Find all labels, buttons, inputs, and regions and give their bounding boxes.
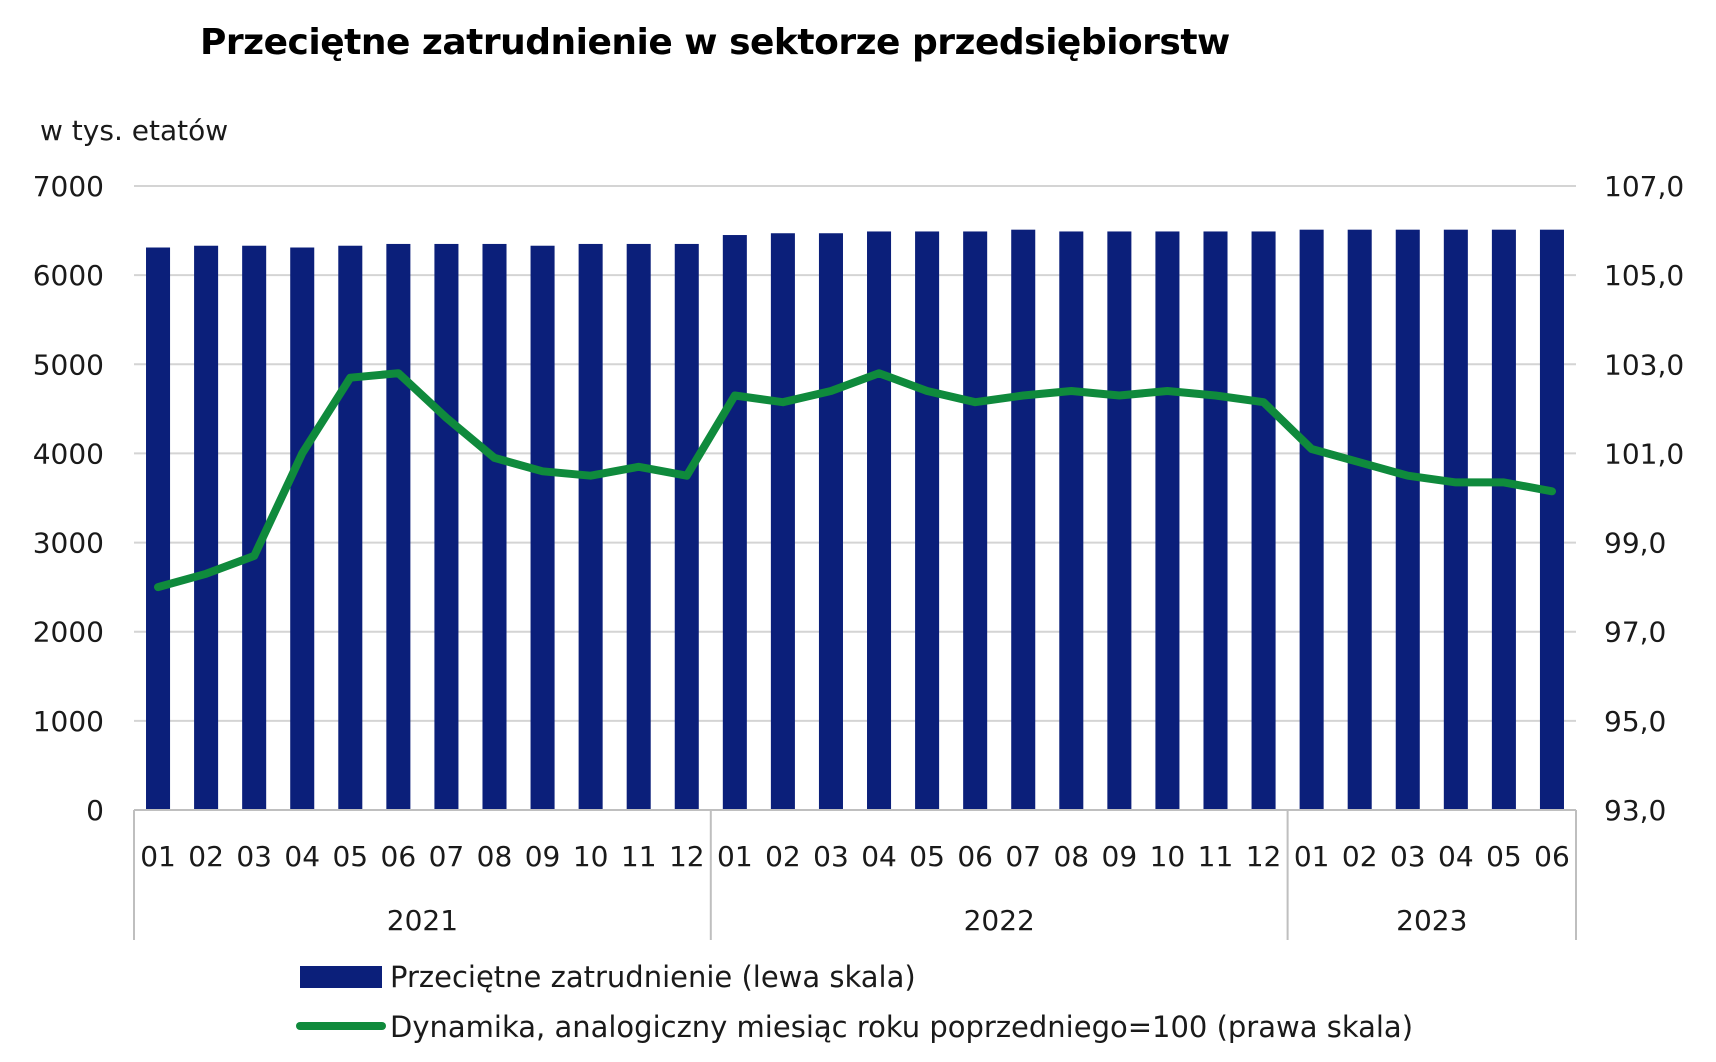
- month-tick-label: 04: [861, 840, 897, 873]
- bar: [146, 247, 171, 811]
- month-tick-label: 11: [621, 840, 657, 873]
- bar: [1299, 229, 1324, 810]
- right-axis-tick-label: 107,0: [1604, 170, 1684, 203]
- month-tick-label: 12: [1246, 840, 1282, 873]
- month-tick-label: 08: [1053, 840, 1089, 873]
- bar: [626, 243, 651, 810]
- left-axis-tick-label: 6000: [33, 259, 104, 292]
- month-tick-label: 05: [332, 840, 368, 873]
- bar: [338, 245, 363, 810]
- bar: [1395, 229, 1420, 810]
- gridlines: [134, 185, 1576, 722]
- month-tick-label: 10: [573, 840, 609, 873]
- bar: [434, 243, 459, 810]
- month-tick-label: 07: [1005, 840, 1041, 873]
- month-tick-label: 11: [1198, 840, 1234, 873]
- right-axis-tick-label: 93,0: [1604, 794, 1666, 827]
- bar: [194, 245, 219, 810]
- bar: [1251, 231, 1276, 810]
- legend: Przeciętne zatrudnienie (lewa skala) Dyn…: [296, 960, 1413, 1044]
- legend-line-label: Dynamika, analogiczny miesiąc roku poprz…: [390, 1010, 1413, 1044]
- bar: [1539, 229, 1564, 810]
- bar: [578, 243, 603, 810]
- bar: [482, 243, 507, 810]
- right-axis-tick-label: 97,0: [1604, 616, 1666, 649]
- left-axis-unit-label: w tys. etatów: [40, 114, 228, 147]
- bar: [1107, 231, 1132, 810]
- bar: [818, 233, 843, 810]
- line-series: [154, 369, 1556, 592]
- bar: [386, 243, 411, 810]
- right-axis-tick-label: 101,0: [1604, 437, 1684, 470]
- month-tick-label: 05: [909, 840, 945, 873]
- bar: [1155, 231, 1180, 810]
- bar: [290, 247, 315, 811]
- bar: [722, 235, 747, 810]
- legend-bar-label: Przeciętne zatrudnienie (lewa skala): [390, 960, 916, 994]
- right-axis-tick-label: 105,0: [1604, 259, 1684, 292]
- left-axis-tick-label: 0: [86, 794, 104, 827]
- legend-bar-swatch: [300, 966, 382, 988]
- bars: [146, 229, 1564, 811]
- bar: [770, 233, 795, 810]
- bar: [1203, 231, 1228, 810]
- left-axis-tick-label: 2000: [33, 616, 104, 649]
- month-tick-label: 10: [1150, 840, 1186, 873]
- bar: [1059, 231, 1084, 810]
- month-tick-label: 09: [525, 840, 561, 873]
- chart-title: Przeciętne zatrudnienie w sektorze przed…: [200, 22, 1230, 63]
- bar: [1443, 229, 1468, 810]
- bar: [242, 245, 267, 810]
- left-axis-tick-label: 1000: [33, 705, 104, 738]
- month-tick-label: 03: [236, 840, 272, 873]
- month-tick-label: 12: [669, 840, 705, 873]
- left-axis-tick-label: 5000: [33, 348, 104, 381]
- month-tick-label: 06: [1534, 840, 1570, 873]
- month-tick-label: 04: [284, 840, 320, 873]
- month-tick-label: 09: [1102, 840, 1138, 873]
- left-axis-tick-label: 7000: [33, 170, 104, 203]
- month-tick-label: 01: [717, 840, 753, 873]
- year-label: 2021: [387, 904, 458, 937]
- bar: [1011, 229, 1036, 810]
- bar: [674, 243, 699, 810]
- month-tick-label: 01: [1294, 840, 1330, 873]
- month-tick-label: 02: [1342, 840, 1378, 873]
- bar: [530, 245, 555, 810]
- axes: 0 93,0 1000 95,0 2000 97,0 3000 99,0 4000 101,0 50…: [33, 170, 1684, 940]
- right-axis-tick-label: 95,0: [1604, 705, 1666, 738]
- right-axis-tick-label: 99,0: [1604, 527, 1666, 560]
- bar: [1491, 229, 1516, 810]
- month-tick-label: 01: [140, 840, 176, 873]
- month-tick-label: 02: [188, 840, 224, 873]
- bar: [867, 231, 892, 810]
- month-tick-label: 08: [477, 840, 513, 873]
- bar: [963, 231, 988, 810]
- month-tick-label: 06: [957, 840, 993, 873]
- right-axis-tick-label: 103,0: [1604, 348, 1684, 381]
- bar: [1347, 229, 1372, 810]
- month-tick-label: 05: [1486, 840, 1522, 873]
- month-tick-label: 07: [429, 840, 465, 873]
- year-label: 2023: [1396, 904, 1467, 937]
- bar: [915, 231, 940, 810]
- month-tick-label: 03: [1390, 840, 1426, 873]
- left-axis-tick-label: 3000: [33, 527, 104, 560]
- month-tick-label: 04: [1438, 840, 1474, 873]
- month-tick-label: 02: [765, 840, 801, 873]
- left-axis-tick-label: 4000: [33, 437, 104, 470]
- month-tick-label: 03: [813, 840, 849, 873]
- month-tick-label: 06: [381, 840, 417, 873]
- dynamics-line: [154, 369, 1556, 592]
- year-label: 2022: [964, 904, 1035, 937]
